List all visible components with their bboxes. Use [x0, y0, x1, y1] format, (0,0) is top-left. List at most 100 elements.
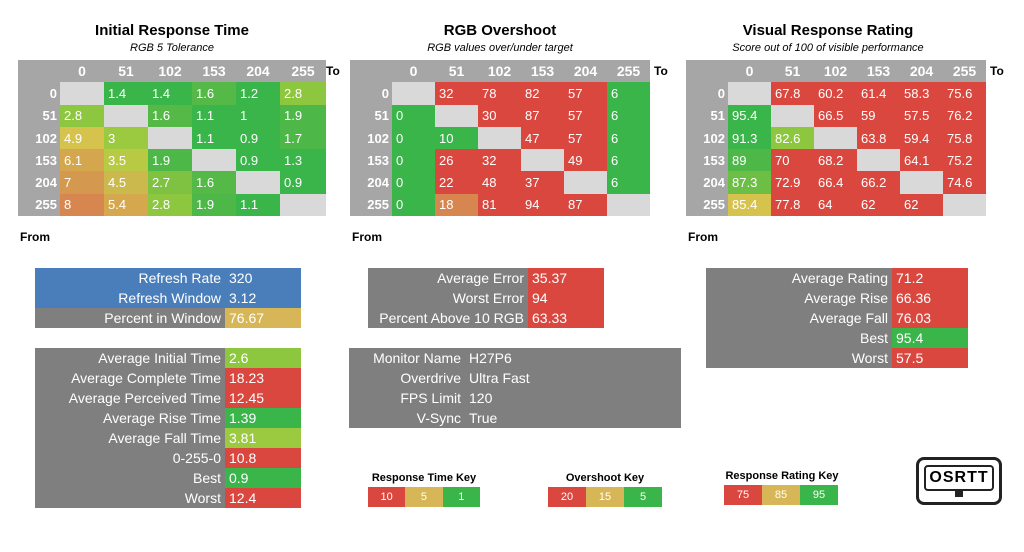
data-cell: 0.9 [280, 171, 326, 194]
data-cell: 94 [521, 193, 564, 217]
stat-row: Average Error 35.37 [368, 268, 604, 288]
data-cell: 1.4 [148, 82, 192, 105]
data-cell: 61.4 [857, 82, 900, 105]
column-header: 204 [564, 60, 607, 83]
table-row: 204 7 4.5 2.7 1.6 0.9 [18, 171, 326, 194]
column-header: 153 [857, 60, 900, 83]
column-header: 255 [280, 60, 326, 83]
rating-matrix: 0 51 102 153 204 255 0 67.8 60.2 61.4 58.3 75.6 51 95… [686, 60, 986, 217]
diagonal-cell [728, 82, 771, 105]
data-cell: 3.5 [104, 149, 148, 172]
data-cell: 60.2 [814, 82, 857, 105]
row-header: 204 [350, 171, 392, 194]
stat-value: 94 [528, 288, 604, 308]
stat-label: Average Error [368, 268, 528, 288]
data-cell: 30 [478, 104, 521, 127]
chart-subtitle: RGB values over/under target [427, 42, 573, 54]
data-cell: 26 [435, 149, 478, 172]
logo-text: OSRTT [924, 465, 994, 491]
data-cell: 57.5 [900, 104, 943, 127]
data-cell: 57 [564, 104, 607, 127]
stat-value: 12.4 [225, 488, 301, 508]
table-row: 102 91.3 82.6 63.8 59.4 75.8 [686, 126, 986, 150]
data-cell: 76.2 [943, 104, 986, 127]
stat-row: Overdrive Ultra Fast [349, 368, 681, 388]
stat-value: 18.23 [225, 368, 301, 388]
stat-label: Average Rise Time [35, 408, 225, 428]
response-time-matrix: 0 51 102 153 204 255 0 1.4 1.4 1.6 1.2 2.8 51 2.8 1.6 1… [18, 60, 326, 217]
data-cell: 6 [607, 149, 650, 172]
data-cell: 0 [392, 171, 435, 194]
data-cell: 68.2 [814, 149, 857, 172]
stat-row: Average Complete Time 18.23 [35, 368, 301, 388]
stat-value: 71.2 [892, 268, 968, 288]
stat-row: Monitor Name H27P6 [349, 348, 681, 368]
data-cell: 1.4 [104, 82, 148, 105]
rating-stats-panel: Average Rating 71.2 Average Rise 66.36 Avera… [706, 268, 968, 368]
overshoot-matrix: 0 51 102 153 204 255 0 32 78 82 57 6 51 0 30 87 57 6 102 0 1… [350, 60, 650, 217]
stat-value: Ultra Fast [465, 368, 681, 388]
stat-row: Refresh Window 3.12 [35, 288, 301, 308]
data-cell: 58.3 [900, 82, 943, 105]
stat-row: Average Rise Time 1.39 [35, 408, 301, 428]
diagonal-cell [607, 193, 650, 217]
data-cell: 2.8 [148, 193, 192, 217]
data-cell: 0.9 [236, 126, 280, 150]
key-swatch: 75 [724, 485, 762, 505]
row-header: 255 [350, 193, 392, 217]
column-header: 0 [728, 60, 771, 83]
data-cell: 3 [104, 126, 148, 150]
stat-value: 1.39 [225, 408, 301, 428]
overshoot-key: Overshoot Key 20 15 5 [548, 472, 662, 507]
key-swatch: 10 [368, 487, 406, 507]
data-cell: 18 [435, 193, 478, 217]
data-cell: 70 [771, 149, 814, 172]
stat-label: FPS Limit [349, 388, 465, 408]
stat-label: V-Sync [349, 408, 465, 428]
stat-row: Average Fall 76.03 [706, 308, 968, 328]
stat-row: Average Perceived Time 12.45 [35, 388, 301, 408]
response-rating-key: Response Rating Key 75 85 95 [724, 470, 840, 505]
row-header: 102 [686, 126, 728, 150]
table-row: 204 0 22 48 37 6 [350, 171, 650, 194]
stat-row: Worst Error 94 [368, 288, 604, 308]
key-swatch: 5 [624, 487, 662, 507]
data-cell: 49 [564, 149, 607, 172]
data-cell: 2.8 [280, 82, 326, 105]
row-header: 102 [350, 126, 392, 150]
data-cell: 64.1 [900, 149, 943, 172]
diagonal-cell [236, 171, 280, 194]
chart-subtitle: Score out of 100 of visible performance [732, 42, 924, 54]
data-cell: 75.6 [943, 82, 986, 105]
key-swatch: 20 [548, 487, 586, 507]
row-header: 0 [686, 82, 728, 105]
table-row: 255 0 18 81 94 87 [350, 193, 650, 217]
column-header: 102 [478, 60, 521, 83]
row-header: 204 [18, 171, 60, 194]
table-row: 51 2.8 1.6 1.1 1 1.9 [18, 104, 326, 127]
data-cell: 82 [521, 82, 564, 105]
stat-label: Monitor Name [349, 348, 465, 368]
stat-label: Worst [35, 488, 225, 508]
stat-row: FPS Limit 120 [349, 388, 681, 408]
stat-label: Average Rise [706, 288, 892, 308]
stat-label: Average Complete Time [35, 368, 225, 388]
stat-value: 3.81 [225, 428, 301, 448]
data-cell: 1.3 [280, 149, 326, 172]
stat-label: Average Perceived Time [35, 388, 225, 408]
row-header: 153 [350, 149, 392, 172]
diagonal-cell [435, 104, 478, 127]
data-cell: 59.4 [900, 126, 943, 150]
data-cell: 87 [521, 104, 564, 127]
table-row: 0 67.8 60.2 61.4 58.3 75.6 [686, 82, 986, 105]
stat-value: 320 [225, 268, 301, 288]
response-stats-panel: Average Initial Time 2.6 Average Complete … [35, 348, 301, 508]
table-row: 153 89 70 68.2 64.1 75.2 [686, 149, 986, 172]
data-cell: 6 [607, 171, 650, 194]
stat-label: Average Fall [706, 308, 892, 328]
to-label: To [654, 64, 668, 78]
data-cell: 63.8 [857, 126, 900, 150]
row-header: 255 [18, 193, 60, 217]
data-cell: 67.8 [771, 82, 814, 105]
diagonal-cell [392, 82, 435, 105]
